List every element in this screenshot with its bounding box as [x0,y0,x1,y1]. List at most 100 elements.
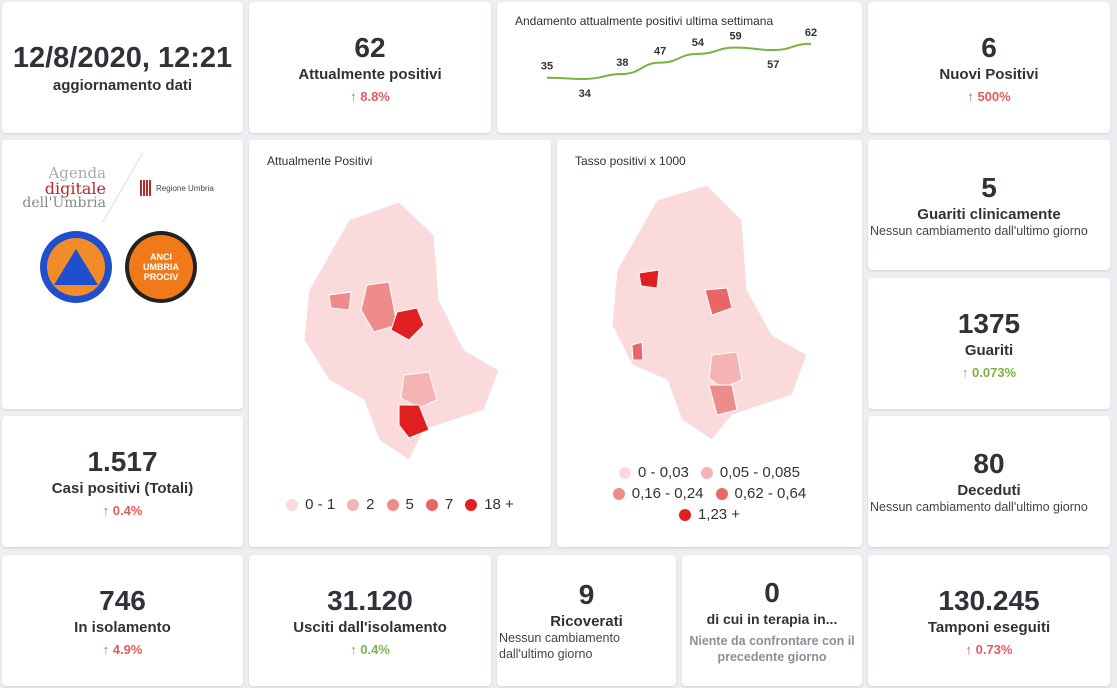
guariti-value: 1375 [957,307,1021,339]
isolamento-card: 746 In isolamento ↑ 4.9% [2,555,243,686]
legend-swatch [386,498,399,511]
legend-label: 5 [405,496,414,513]
logo-text: dell'Umbria [22,195,106,211]
updated-card: 12/8/2020, 12:21 aggiornamento dati [2,2,243,133]
totali-value: 1.517 [87,445,158,477]
deceduti-value: 80 [973,448,1005,479]
arrow-up-icon: ↑ [961,364,969,380]
legend-swatch [678,508,691,521]
change-value: 0.4% [112,502,143,518]
data-label: 57 [767,59,779,71]
updated-value: 12/8/2020, 12:21 [12,41,233,74]
attuali-card: 62 Attualmente positivi ↑ 8.8% [249,2,491,133]
legend-item[interactable]: 0,16 - 0,24 [612,485,704,502]
guariti-change: ↑ 0.073% [868,365,1110,380]
legend-swatch [715,487,728,500]
logos-card: Agenda digitale dell'Umbria Regione Umbr… [2,140,243,409]
data-label: 54 [692,37,705,49]
map1-legend: 0 - 1 2 5 7 18 + [249,496,551,513]
terapia-note: Niente da confrontare con il precedente … [689,633,855,664]
legend-item[interactable]: 18 + [465,496,514,513]
ricoverati-label: Ricoverati [550,613,623,630]
tamponi-label: Tamponi eseguiti [927,618,1051,636]
guariti-cl-label: Guariti clinicamente [917,205,1061,223]
ricoverati-value: 9 [578,579,595,610]
legend-label: 0,05 - 0,085 [719,464,800,481]
legend-swatch [612,487,625,500]
totali-label: Casi positivi (Totali) [51,479,194,497]
change-value: 500% [977,88,1011,104]
deceduti-label: Deceduti [957,482,1021,499]
usciti-label: Usciti dall'isolamento [293,618,447,636]
logo-text: Agenda [48,164,106,182]
deceduti-card: 80 Deceduti Nessun cambiamento dall'ulti… [868,416,1110,547]
change-value: 4.9% [112,641,143,657]
arrow-up-icon: ↑ [350,88,357,104]
nuovi-value: 6 [981,31,997,63]
data-label: 38 [616,57,628,69]
data-label: 35 [541,61,553,73]
legend-item[interactable]: 0,62 - 0,64 [715,485,806,502]
isolamento-label: In isolamento [74,618,171,636]
attuali-label: Attualmente positivi [298,65,442,83]
arrow-up-icon: ↑ [102,502,110,518]
terapia-label: di cui in terapia in... [706,610,838,627]
legend-item[interactable]: 7 [425,496,453,513]
umbria-map-tasso[interactable] [557,140,862,547]
map2-legend: 0 - 0,03 0,05 - 0,085 0,16 - 0,24 0,62 - 0,… [587,464,832,523]
legend-item[interactable]: 5 [386,496,414,513]
trend-title: Andamento attualmente positivi ultima se… [515,14,774,28]
legend-item[interactable]: 0,05 - 0,085 [700,464,800,481]
data-label: 47 [654,46,666,58]
map1-card: Attualmente Positivi 0 - 1 2 5 7 18 + [249,140,551,547]
legend-swatch [465,498,478,511]
anci-text: ANCI UMBRIA PROCIV [129,235,193,299]
change-value: 8.8% [360,88,390,104]
terapia-value: 0 [764,576,780,608]
nuovi-change: ↑ 500% [868,89,1110,104]
guariti-clinicamente-card: 5 Guariti clinicamente Nessun cambiament… [868,140,1110,270]
legend-label: 0 - 1 [305,496,336,513]
legend-item[interactable]: 0 - 1 [286,496,335,513]
ricoverati-note: Nessun cambiamento dall'ultimo giorno [499,631,620,661]
change-value: 0.073% [972,364,1017,380]
data-label: 34 [579,88,592,100]
trend-chart-card: Andamento attualmente positivi ultima se… [497,2,862,133]
guariti-cl-note: Nessun cambiamento dall'ultimo giorno [870,223,1088,238]
legend-item[interactable]: 0 - 0,03 [619,464,689,481]
attuali-change: ↑ 8.8% [249,89,491,104]
usciti-card: 31.120 Usciti dall'isolamento ↑ 0.4% [249,555,491,686]
deceduti-note: Nessun cambiamento dall'ultimo giorno [870,500,1088,514]
nuovi-label: Nuovi Positivi [939,65,1039,83]
isolamento-value: 746 [99,584,146,616]
data-label: 62 [805,27,817,39]
agenda-digitale-logo: Agenda digitale dell'Umbria [18,166,106,211]
legend-item[interactable]: 1,23 + [678,506,741,523]
ricoverati-card: 9 Ricoverati Nessun cambiamento dall'ult… [497,555,676,686]
legend-item[interactable]: 2 [347,496,375,513]
change-value: 0.73% [975,641,1013,657]
legend-label: 18 + [484,496,514,513]
logo-text: digitale [44,179,106,198]
tamponi-value: 130.245 [938,584,1040,616]
tamponi-change: ↑ 0.73% [868,642,1110,657]
regione-text: Regione Umbria [156,183,214,193]
guariti-label: Guariti [964,341,1014,359]
arrow-up-icon: ↑ [102,641,110,657]
arrow-up-icon: ↑ [967,88,974,104]
legend-label: 0,16 - 0,24 [631,485,704,502]
map1-title: Attualmente Positivi [267,154,373,168]
map2-title: Tasso positivi x 1000 [575,154,686,168]
regione-emblem-icon [140,180,152,196]
legend-swatch [425,498,438,511]
usciti-value: 31.120 [327,584,413,616]
change-value: 0.4% [360,641,390,657]
legend-label: 2 [366,496,375,513]
legend-label: 1,23 + [697,506,741,523]
legend-swatch [619,466,632,479]
umbria-map-positivi[interactable] [249,140,551,547]
divider [102,153,143,223]
tamponi-card: 130.245 Tamponi eseguiti ↑ 0.73% [868,555,1110,686]
trend-line [546,42,812,80]
isolamento-change: ↑ 4.9% [2,642,243,657]
